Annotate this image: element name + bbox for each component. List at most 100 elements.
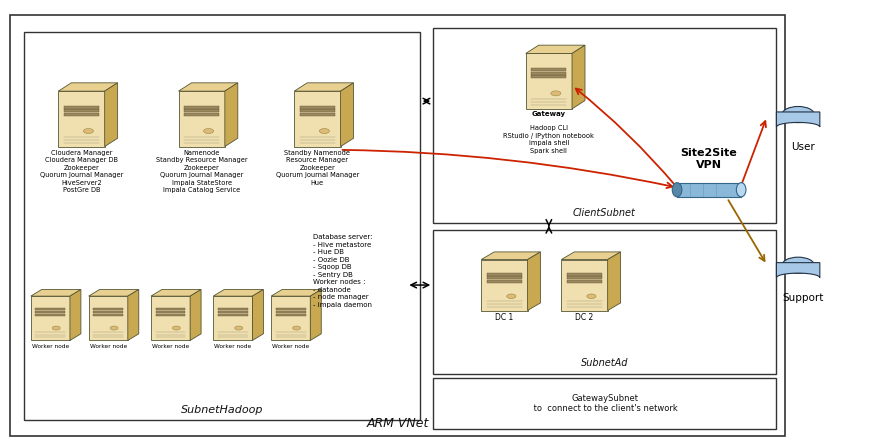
Circle shape [235, 326, 243, 330]
Text: ClientSubnet: ClientSubnet [573, 208, 636, 218]
Polygon shape [64, 106, 99, 109]
Polygon shape [776, 112, 820, 127]
Polygon shape [481, 252, 540, 260]
Polygon shape [104, 83, 118, 147]
Polygon shape [531, 72, 566, 75]
Circle shape [782, 107, 814, 123]
Circle shape [320, 128, 330, 133]
Polygon shape [94, 308, 123, 310]
Polygon shape [776, 263, 820, 277]
Text: SubnetHadoop: SubnetHadoop [180, 405, 263, 415]
Polygon shape [155, 314, 186, 316]
Circle shape [83, 128, 94, 133]
Polygon shape [179, 83, 238, 91]
Polygon shape [213, 296, 253, 340]
Circle shape [172, 326, 180, 330]
Polygon shape [64, 113, 99, 116]
Circle shape [293, 326, 301, 330]
Polygon shape [271, 296, 310, 340]
Polygon shape [225, 83, 238, 147]
Polygon shape [151, 289, 201, 296]
Polygon shape [276, 308, 305, 310]
Circle shape [782, 257, 814, 273]
Polygon shape [30, 289, 81, 296]
Polygon shape [531, 75, 566, 78]
Text: Database server:
- Hive metastore
- Hue DB
- Oozie DB
- Sqoop DB
- Sentry DB
Wor: Database server: - Hive metastore - Hue … [313, 234, 372, 308]
Polygon shape [310, 289, 321, 340]
Polygon shape [155, 308, 186, 310]
Polygon shape [487, 277, 522, 279]
FancyBboxPatch shape [677, 183, 741, 197]
Polygon shape [487, 273, 522, 276]
Polygon shape [218, 308, 247, 310]
Text: User: User [790, 142, 814, 153]
Circle shape [551, 91, 561, 96]
Polygon shape [567, 273, 602, 276]
Polygon shape [94, 314, 123, 316]
Polygon shape [94, 311, 123, 313]
Polygon shape [295, 91, 340, 147]
Polygon shape [567, 277, 602, 279]
Text: Standby Namenode
Resource Manager
Zookeeper
Quorum Journal Manager
Hue: Standby Namenode Resource Manager Zookee… [276, 150, 359, 186]
Polygon shape [184, 113, 220, 116]
Polygon shape [300, 113, 335, 116]
Polygon shape [70, 289, 81, 340]
Ellipse shape [672, 183, 682, 197]
Polygon shape [531, 68, 566, 71]
Text: ARM VNet: ARM VNet [366, 417, 429, 430]
Polygon shape [190, 289, 201, 340]
Polygon shape [128, 289, 138, 340]
Polygon shape [151, 296, 190, 340]
Text: Worker node: Worker node [32, 343, 69, 349]
Text: Site2Site
VPN: Site2Site VPN [680, 148, 738, 170]
Text: Worker node: Worker node [152, 343, 189, 349]
Text: Cloudera Manager
Cloudera Manager DB
Zookeeper
Quorum Journal Manager
HiveServer: Cloudera Manager Cloudera Manager DB Zoo… [40, 150, 123, 194]
Text: GatewaySubnet
 to  connect to the client's network: GatewaySubnet to connect to the client's… [531, 394, 678, 413]
Polygon shape [30, 296, 70, 340]
Circle shape [204, 128, 213, 133]
Text: Gateway: Gateway [532, 111, 566, 117]
Polygon shape [218, 311, 247, 313]
Polygon shape [184, 109, 220, 112]
Polygon shape [253, 289, 263, 340]
Polygon shape [528, 252, 540, 310]
Circle shape [506, 294, 516, 298]
Circle shape [587, 294, 596, 298]
Text: SubnetAd: SubnetAd [580, 359, 629, 368]
Polygon shape [64, 109, 99, 112]
Text: DC 1: DC 1 [496, 313, 513, 322]
Polygon shape [184, 106, 220, 109]
Polygon shape [179, 91, 225, 147]
Polygon shape [88, 289, 138, 296]
Text: Support: Support [782, 293, 823, 303]
Polygon shape [58, 83, 118, 91]
Polygon shape [562, 260, 607, 310]
Polygon shape [155, 311, 186, 313]
Polygon shape [607, 252, 621, 310]
Text: Worker node: Worker node [214, 343, 252, 349]
Polygon shape [562, 252, 621, 260]
Polygon shape [481, 260, 528, 310]
Polygon shape [276, 311, 305, 313]
Polygon shape [295, 83, 354, 91]
Polygon shape [572, 45, 585, 109]
Polygon shape [300, 106, 335, 109]
Polygon shape [58, 91, 104, 147]
Text: DC 2: DC 2 [575, 313, 594, 322]
Polygon shape [276, 314, 305, 316]
Polygon shape [300, 109, 335, 112]
Text: Namenode
Standby Resource Manager
Zookeeper
Quorum Journal Manager
Impala StateS: Namenode Standby Resource Manager Zookee… [156, 150, 247, 194]
Text: Worker node: Worker node [272, 343, 309, 349]
Circle shape [110, 326, 118, 330]
Polygon shape [218, 314, 247, 316]
Polygon shape [567, 280, 602, 282]
Text: Hadoop CLI
RStudio / IPython notebook
impala shell
Spark shell: Hadoop CLI RStudio / IPython notebook im… [504, 125, 595, 153]
Circle shape [52, 326, 60, 330]
Polygon shape [213, 289, 263, 296]
Polygon shape [88, 296, 128, 340]
Text: Worker node: Worker node [89, 343, 127, 349]
Polygon shape [487, 280, 522, 282]
Polygon shape [526, 45, 585, 54]
Polygon shape [526, 54, 572, 109]
Polygon shape [36, 314, 65, 316]
